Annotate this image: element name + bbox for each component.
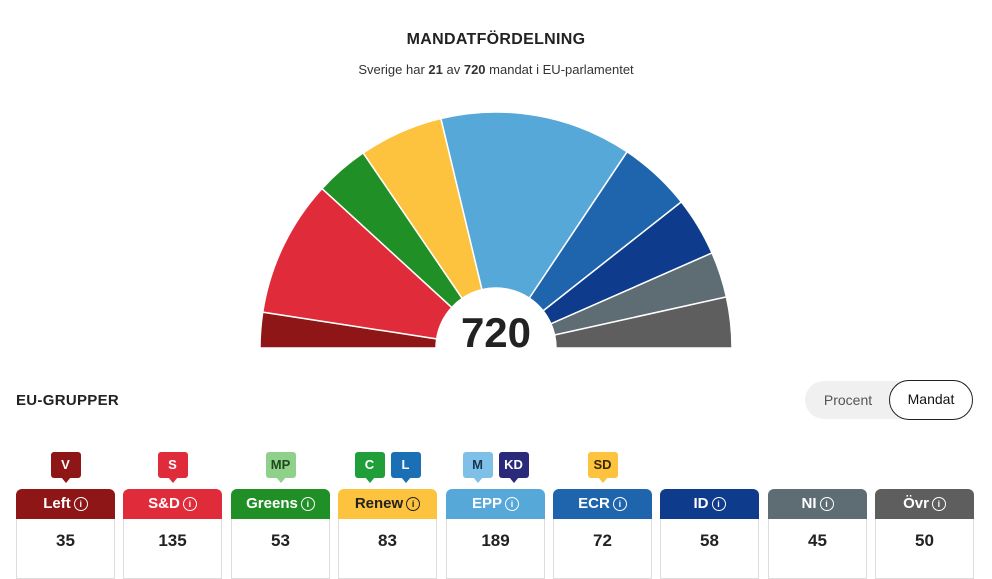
- party-badges: M KD: [446, 452, 545, 486]
- party-badge-c: C: [354, 452, 385, 483]
- info-icon[interactable]: i: [73, 497, 88, 511]
- info-icon[interactable]: i: [819, 497, 834, 511]
- party-badges: [875, 452, 974, 486]
- group-name: Greens: [246, 495, 298, 512]
- info-icon[interactable]: i: [711, 497, 726, 511]
- sweden-seat-count: 21: [428, 62, 443, 77]
- subtitle-post: mandat i EU-parlamentet: [485, 62, 634, 77]
- info-icon[interactable]: i: [300, 497, 315, 511]
- group-card-body: 53: [231, 519, 330, 579]
- group-name: Renew: [354, 495, 404, 512]
- party-badges: [660, 452, 759, 486]
- group-card-header: Renew i: [338, 489, 437, 519]
- total-seat-count: 720: [463, 62, 486, 77]
- group-card-header: NI i: [768, 489, 867, 519]
- group-seat-value: 45: [808, 531, 827, 550]
- chart-subtitle: Sverige har 21 av 720 mandat i EU-parlam…: [0, 62, 992, 77]
- segment-s-d[interactable]: [261, 187, 453, 340]
- group-card-body: 35: [16, 519, 115, 579]
- party-badges: S: [123, 452, 222, 486]
- party-badge-mp: MP: [265, 452, 296, 483]
- group-card-header: S&D i: [123, 489, 222, 519]
- chart-title: MANDATFÖRDELNING: [406, 31, 586, 48]
- party-badges: SD: [553, 452, 652, 486]
- info-icon[interactable]: i: [505, 497, 519, 511]
- group-name: NI: [801, 495, 817, 512]
- subtitle-pre: Sverige har: [358, 62, 429, 77]
- group-card-body: 58: [660, 519, 759, 579]
- subtitle-mid: av: [442, 62, 464, 77]
- group-card-header: ID i: [660, 489, 759, 519]
- group-seat-value: 53: [271, 531, 290, 550]
- total-seats-label: 720: [460, 309, 532, 356]
- seat-distribution-chart: [259, 111, 733, 349]
- segment-epp[interactable]: [440, 111, 629, 300]
- group-card-body: 50: [875, 519, 974, 579]
- group-name: EPP: [471, 495, 502, 512]
- group-seat-value: 35: [56, 531, 75, 550]
- group-seat-value: 72: [593, 531, 612, 550]
- party-badge-s: S: [157, 452, 188, 483]
- party-badge-kd: KD: [498, 452, 529, 483]
- group-seat-value: 135: [158, 531, 187, 550]
- info-icon[interactable]: i: [931, 497, 946, 511]
- info-icon[interactable]: i: [406, 497, 421, 511]
- group-seat-value: 189: [481, 531, 510, 550]
- group-card-body: 45: [768, 519, 867, 579]
- group-name: ID: [693, 495, 709, 512]
- group-name: Övr: [903, 495, 929, 512]
- group-card-header: Övr i: [875, 489, 974, 519]
- group-name: ECR: [578, 495, 610, 512]
- section-title: EU-GRUPPER: [16, 392, 120, 409]
- group-name: Left: [43, 495, 71, 512]
- info-icon[interactable]: i: [612, 497, 627, 511]
- group-card-header: Left i: [16, 489, 115, 519]
- party-badge-sd: SD: [587, 452, 618, 483]
- toggle-mandat[interactable]: Mandat: [889, 380, 973, 420]
- group-seat-value: 83: [378, 531, 397, 550]
- party-badge-v: V: [50, 452, 81, 483]
- group-seat-value: 50: [915, 531, 934, 550]
- group-name: S&D: [148, 495, 180, 512]
- info-icon[interactable]: i: [182, 497, 197, 511]
- group-card-header: EPP i: [446, 489, 545, 519]
- party-badges: MP: [231, 452, 330, 486]
- segment--vr[interactable]: [553, 296, 733, 349]
- toggle-procent[interactable]: Procent: [823, 392, 873, 408]
- party-badge-l: L: [390, 452, 421, 483]
- party-badges: V: [16, 452, 115, 486]
- group-card-body: 72: [553, 519, 652, 579]
- party-badge-m: M: [462, 452, 493, 483]
- group-card-header: Greens i: [231, 489, 330, 519]
- party-badges: [768, 452, 867, 486]
- display-mode-toggle: Procent Mandat: [805, 380, 973, 420]
- group-seat-value: 58: [700, 531, 719, 550]
- group-card-body: 135: [123, 519, 222, 579]
- group-card-body: 83: [338, 519, 437, 579]
- group-card-body: 189: [446, 519, 545, 579]
- group-card-header: ECR i: [553, 489, 652, 519]
